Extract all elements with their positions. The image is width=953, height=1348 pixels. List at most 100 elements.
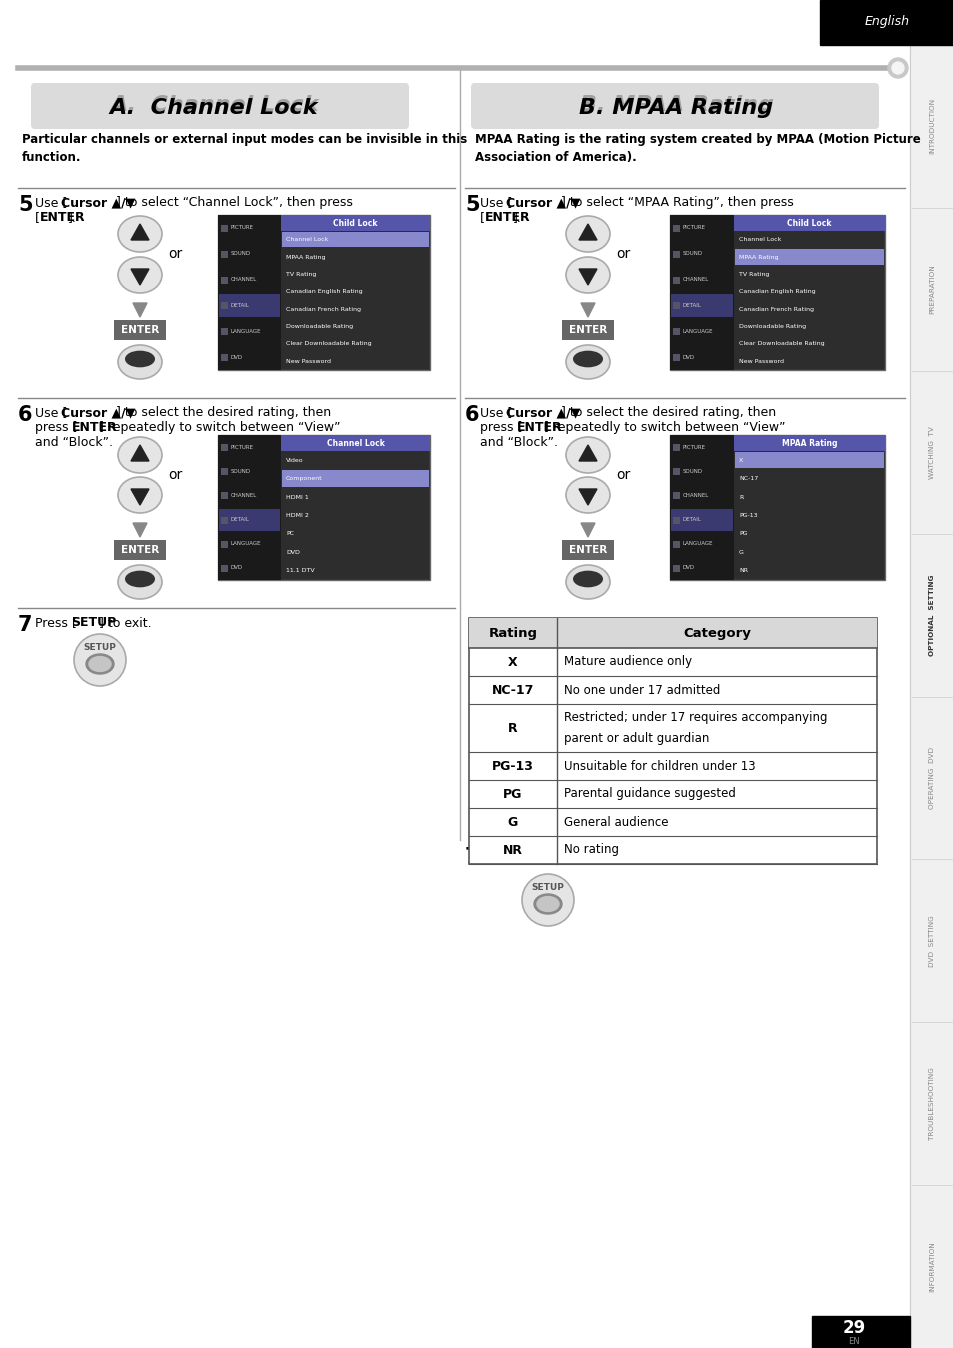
Bar — [282, 507, 429, 524]
Bar — [669, 214, 733, 369]
Text: Cursor ▲/▼: Cursor ▲/▼ — [61, 406, 135, 419]
Ellipse shape — [118, 477, 162, 514]
Text: Canadian French Rating: Canadian French Rating — [286, 307, 360, 311]
Text: Canadian English Rating: Canadian English Rating — [739, 290, 815, 294]
Ellipse shape — [565, 216, 609, 252]
Text: DVD: DVD — [231, 565, 243, 570]
Bar — [811, 1316, 909, 1348]
Text: ] repeatedly to switch between “View”: ] repeatedly to switch between “View” — [543, 421, 784, 434]
Bar — [469, 617, 876, 648]
Text: CHANNEL: CHANNEL — [231, 278, 257, 282]
Text: PICTURE: PICTURE — [682, 225, 705, 231]
Bar — [218, 214, 281, 369]
Text: B. MPAA Rating: B. MPAA Rating — [578, 98, 772, 119]
Ellipse shape — [86, 654, 113, 674]
Text: Channel Lock: Channel Lock — [286, 237, 328, 243]
Bar — [734, 470, 883, 487]
Text: LANGUAGE: LANGUAGE — [231, 329, 261, 334]
Text: ].: ]. — [512, 212, 521, 224]
Text: Cursor ▲/▼: Cursor ▲/▼ — [61, 195, 135, 209]
Text: or: or — [168, 247, 182, 262]
Ellipse shape — [537, 896, 558, 911]
Text: DVD  SETTING: DVD SETTING — [928, 915, 934, 967]
Text: press [: press [ — [35, 421, 77, 434]
Text: R: R — [508, 721, 517, 735]
Circle shape — [891, 62, 903, 74]
Text: New Password: New Password — [739, 359, 783, 364]
Ellipse shape — [565, 257, 609, 293]
Bar — [219, 484, 280, 507]
Text: ENTER: ENTER — [568, 325, 606, 336]
Bar — [219, 241, 280, 266]
Text: Rating: Rating — [488, 627, 537, 639]
Text: Child Lock: Child Lock — [333, 218, 377, 228]
Text: DETAIL: DETAIL — [682, 518, 701, 522]
Text: WATCHING  TV: WATCHING TV — [928, 426, 934, 479]
Bar — [218, 214, 430, 369]
Polygon shape — [132, 303, 147, 317]
Text: Restricted; under 17 requires accompanying: Restricted; under 17 requires accompanyi… — [563, 710, 826, 724]
Bar — [281, 214, 430, 231]
Bar — [733, 435, 884, 452]
Text: ] to exit.: ] to exit. — [98, 616, 152, 630]
Ellipse shape — [118, 565, 162, 599]
Text: Canadian French Rating: Canadian French Rating — [739, 307, 813, 311]
Text: MPAA Rating: MPAA Rating — [739, 255, 778, 260]
Bar — [672, 276, 679, 283]
Text: SETUP: SETUP — [531, 883, 564, 891]
Bar — [281, 435, 430, 452]
Text: ENTER: ENTER — [485, 212, 530, 224]
Text: English: English — [863, 15, 908, 28]
Text: NR: NR — [739, 569, 747, 573]
Bar — [219, 294, 280, 317]
Text: press [: press [ — [479, 421, 522, 434]
Bar — [282, 526, 429, 542]
Bar — [672, 443, 679, 452]
Text: ENTER: ENTER — [121, 325, 159, 336]
Bar — [282, 232, 429, 248]
Text: 7: 7 — [18, 615, 32, 635]
Text: PG-13: PG-13 — [492, 759, 534, 772]
Text: ENTER: ENTER — [516, 421, 561, 434]
Polygon shape — [131, 270, 149, 284]
Text: SOUND: SOUND — [682, 469, 702, 473]
Bar — [561, 319, 614, 340]
Bar — [282, 319, 429, 334]
Text: ENTER: ENTER — [71, 421, 117, 434]
Text: A.  Channel Lock: A. Channel Lock — [111, 94, 319, 115]
Bar — [219, 268, 280, 291]
Text: or: or — [168, 468, 182, 483]
Bar — [734, 545, 883, 561]
Text: B. MPAA Rating: B. MPAA Rating — [579, 94, 773, 115]
Text: PICTURE: PICTURE — [231, 225, 253, 231]
Bar — [282, 302, 429, 317]
Text: ] to exit.: ] to exit. — [543, 848, 596, 861]
Bar — [734, 452, 883, 468]
Bar — [221, 516, 228, 523]
Bar — [672, 492, 679, 499]
Text: LANGUAGE: LANGUAGE — [682, 542, 713, 546]
Text: CHANNEL: CHANNEL — [682, 493, 708, 497]
Bar — [221, 541, 228, 547]
Bar — [219, 532, 280, 555]
Text: Press [: Press [ — [35, 616, 77, 630]
Bar — [219, 508, 280, 531]
Text: PICTURE: PICTURE — [682, 445, 705, 450]
Text: A.  Channel Lock: A. Channel Lock — [110, 98, 318, 119]
Text: X: X — [508, 655, 517, 669]
Ellipse shape — [565, 345, 609, 379]
Text: ] to select “Channel Lock”, then press: ] to select “Channel Lock”, then press — [115, 195, 352, 209]
Bar — [672, 225, 679, 232]
Text: and “Block”.: and “Block”. — [479, 435, 558, 449]
Text: TV Rating: TV Rating — [286, 272, 316, 276]
Bar — [282, 284, 429, 299]
Ellipse shape — [534, 894, 561, 914]
Bar — [734, 526, 883, 542]
Ellipse shape — [565, 565, 609, 599]
Text: Cursor ▲/▼: Cursor ▲/▼ — [505, 406, 579, 419]
Polygon shape — [131, 224, 149, 240]
Bar — [219, 345, 280, 369]
Text: CHANNEL: CHANNEL — [231, 493, 257, 497]
Text: CHANNEL: CHANNEL — [682, 278, 708, 282]
Polygon shape — [578, 224, 597, 240]
